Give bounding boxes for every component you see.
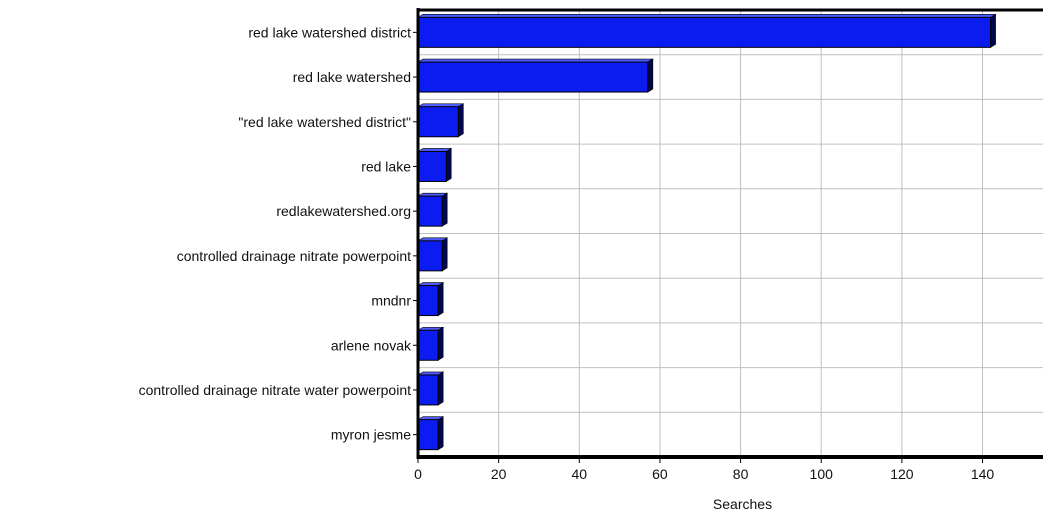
bar (417, 329, 439, 361)
bar-side (445, 147, 452, 182)
bar-side (437, 371, 444, 406)
x-tick-labels: 0 20 40 60 80 100 120 140 (414, 466, 994, 482)
x-tick-label: 40 (572, 466, 588, 482)
x-axis-title: Searches (713, 496, 772, 512)
bar-side (647, 58, 654, 93)
category-label: controlled drainage nitrate water powerp… (139, 382, 411, 398)
bar-side (437, 326, 444, 361)
bar (417, 240, 443, 272)
bar-side (990, 13, 996, 48)
category-label: controlled drainage nitrate powerpoint (177, 248, 411, 264)
x-tick-label: 120 (890, 466, 914, 482)
x-tick-label: 80 (733, 466, 749, 482)
bar-side (458, 103, 464, 138)
category-labels: red lake watershed district red lake wate… (139, 24, 412, 442)
category-label: red lake watershed (293, 69, 411, 85)
category-label: redlakewatershed.org (276, 203, 411, 219)
category-label: arlene novak (331, 337, 412, 353)
bar (417, 195, 443, 227)
x-tick-label: 60 (652, 466, 668, 482)
bar-side (441, 192, 448, 227)
bar-side (437, 416, 444, 451)
bar (417, 150, 447, 182)
bar (417, 61, 649, 93)
category-label: mndnr (371, 293, 411, 309)
bar (417, 374, 439, 406)
x-tick-label: 20 (491, 466, 507, 482)
category-label: myron jesme (331, 427, 411, 443)
bar (417, 419, 439, 451)
x-tick-label: 140 (971, 466, 995, 482)
category-label: red lake (361, 158, 411, 174)
bar (417, 285, 439, 317)
category-label: "red lake watershed district" (238, 114, 411, 130)
grid-lines (418, 10, 1043, 457)
axes-group (413, 8, 1043, 463)
bar-side (437, 282, 444, 317)
category-label: red lake watershed district (248, 24, 411, 40)
bar-side (441, 237, 448, 272)
x-tick-label: 100 (810, 466, 834, 482)
bar (417, 106, 459, 138)
x-tick-label: 0 (414, 466, 422, 482)
bars-group (416, 13, 997, 451)
bar (417, 16, 992, 48)
